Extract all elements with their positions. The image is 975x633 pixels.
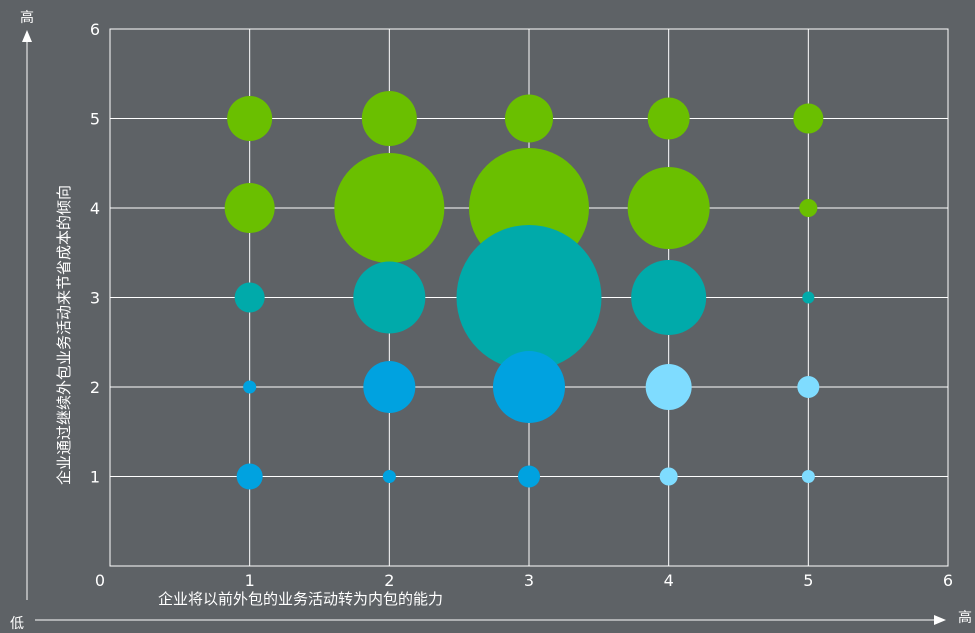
bubble-point bbox=[627, 167, 710, 249]
outer-x-high-label: 高 bbox=[958, 609, 972, 626]
outer-x-low-label: 低 bbox=[10, 616, 24, 632]
tick-layer: 0 1 2 3 4 5 6 1 2 3 4 5 6 bbox=[90, 20, 953, 590]
bubble-point bbox=[353, 261, 426, 334]
y-tick-label: 5 bbox=[90, 110, 100, 129]
bubble-point bbox=[801, 470, 815, 483]
bubble-point bbox=[456, 225, 602, 370]
outer-x-axis-arrow-icon bbox=[934, 615, 946, 625]
bubble-point bbox=[363, 361, 416, 413]
bubble-point bbox=[361, 91, 417, 146]
bubble-point bbox=[631, 260, 707, 335]
outer-y-high-label: 高 bbox=[20, 9, 34, 26]
bubble-point bbox=[224, 183, 275, 233]
x-tick-label: 0 bbox=[95, 571, 105, 590]
bubble-point bbox=[382, 470, 396, 483]
y-tick-label: 2 bbox=[90, 378, 100, 397]
y-axis-title: 企业通过继续外包业务活动来节省成本的倾向 bbox=[55, 185, 73, 485]
y-tick-label: 6 bbox=[90, 20, 100, 39]
bubble-point bbox=[243, 380, 257, 394]
bubble-layer bbox=[224, 91, 824, 490]
x-tick-label: 6 bbox=[943, 571, 953, 590]
bubble-point bbox=[227, 96, 273, 141]
y-tick-label: 4 bbox=[90, 199, 100, 218]
x-tick-label: 4 bbox=[664, 571, 674, 590]
bubble-point bbox=[799, 199, 818, 217]
bubble-point bbox=[518, 465, 540, 488]
y-tick-label: 3 bbox=[90, 289, 100, 308]
bubble-point bbox=[505, 94, 553, 143]
bubble-point bbox=[793, 103, 824, 134]
y-tick-label: 1 bbox=[90, 468, 100, 487]
bubble-point bbox=[797, 376, 820, 398]
bubble-point bbox=[802, 291, 815, 304]
x-tick-label: 3 bbox=[524, 571, 534, 590]
outer-axes: 高 低 高 bbox=[10, 9, 972, 632]
x-axis-title: 企业将以前外包的业务活动转为内包的能力 bbox=[158, 590, 443, 608]
outer-y-axis-arrow-icon bbox=[22, 30, 32, 42]
bubble-point bbox=[645, 364, 692, 410]
bubble-point bbox=[647, 97, 690, 140]
x-tick-label: 2 bbox=[384, 571, 394, 590]
bubble-point bbox=[234, 282, 265, 313]
bubble-point bbox=[493, 351, 565, 423]
bubble-point bbox=[236, 463, 263, 490]
x-tick-label: 5 bbox=[803, 571, 813, 590]
bubble-point bbox=[659, 467, 678, 486]
bubble-point bbox=[334, 153, 445, 263]
x-tick-label: 1 bbox=[245, 571, 255, 590]
